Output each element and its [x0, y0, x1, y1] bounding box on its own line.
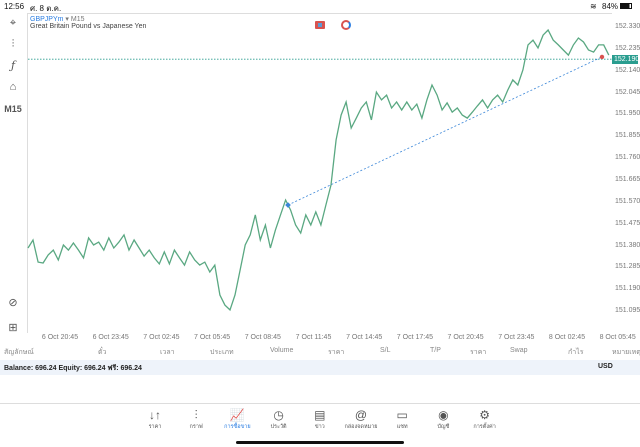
column-header[interactable]: ราคา — [328, 349, 345, 356]
tab-icon: 📈 — [229, 408, 245, 422]
add-icon[interactable]: ⊞ — [8, 322, 18, 334]
x-tick-label: 7 Oct 02:45 — [143, 334, 180, 341]
x-tick-label: 7 Oct 08:45 — [244, 334, 281, 341]
one-click-trading-icon[interactable] — [315, 21, 325, 29]
battery-level: 84% — [602, 2, 619, 11]
tab-label: ข่าว — [314, 424, 325, 430]
tab-icon: ⫶ — [194, 408, 198, 422]
tab-6[interactable]: ▭ แชท — [382, 407, 422, 431]
home-indicator — [236, 441, 404, 444]
tab-label: การซื้อขาย — [224, 424, 251, 430]
tab-2[interactable]: 📈 การซื้อขาย — [217, 407, 257, 431]
y-tick-label: 151.665 — [615, 175, 640, 183]
tab-label: การตั้งค่า — [473, 424, 496, 430]
tab-icon: ◉ — [438, 408, 449, 422]
column-header[interactable]: กำไร — [568, 349, 584, 356]
price-line — [27, 28, 610, 312]
column-header[interactable]: ตั๋ว — [98, 349, 107, 356]
tab-label: ประวัติ — [270, 424, 287, 430]
column-header[interactable]: T/P — [430, 347, 441, 354]
x-tick-label: 8 Oct 02:45 — [548, 334, 586, 341]
x-tick-label: 7 Oct 20:45 — [447, 334, 484, 341]
status-time: 12:56 — [4, 2, 25, 11]
tab-3[interactable]: ◷ ประวัติ — [259, 407, 299, 431]
y-tick-label: 151.190 — [615, 285, 640, 293]
tab-5[interactable]: @ กล่องจดหมาย — [341, 407, 381, 431]
y-tick-label: 152.330 — [615, 23, 640, 30]
trend-end-handle — [599, 54, 605, 60]
tab-label: กราฟ — [189, 424, 203, 430]
tab-label: กล่องจดหมาย — [344, 424, 378, 430]
symbol-description: Great Britain Pound vs Japanese Yen — [30, 23, 147, 30]
tab-icon: ↓↑ — [149, 408, 161, 422]
column-header[interactable]: S/L — [380, 347, 391, 354]
y-tick-label: 151.855 — [615, 132, 640, 140]
tab-0[interactable]: ↓↑ ราคา — [135, 407, 175, 431]
status-date: ศ. 8 ต.ค. — [30, 4, 62, 13]
indicators-icon[interactable]: ⫶ — [11, 38, 15, 50]
shapes-icon[interactable]: ⌂ — [9, 81, 17, 93]
y-tick-label: 151.950 — [615, 110, 640, 118]
column-header[interactable]: ประเภท — [210, 349, 234, 356]
column-header[interactable]: Volume — [270, 347, 294, 354]
y-tick-label: 152.045 — [615, 88, 640, 96]
x-tick-label: 6 Oct 23:45 — [92, 334, 129, 341]
tab-label: บัญชี — [437, 424, 450, 430]
y-tick-label: 151.285 — [615, 263, 640, 271]
y-tick-label: 151.570 — [615, 197, 640, 205]
x-tick-label: 7 Oct 14:45 — [346, 334, 383, 341]
y-tick-label: 152.140 — [615, 66, 640, 74]
column-header[interactable]: เวลา — [160, 349, 175, 356]
column-header[interactable]: Swap — [510, 347, 528, 354]
timeframe-button[interactable]: M15 — [4, 104, 22, 114]
y-tick-label: 151.095 — [615, 307, 640, 315]
current-price-tag: 152.190 — [612, 55, 640, 64]
price-chart — [27, 28, 612, 312]
bottom-tab-bar — [0, 403, 640, 447]
tab-7[interactable]: ◉ บัญชี — [423, 407, 463, 431]
x-tick-label: 7 Oct 23:45 — [498, 334, 535, 341]
tab-4[interactable]: ▤ ข่าว — [300, 407, 340, 431]
trend-line — [287, 56, 603, 206]
chart-timeframe: M15 — [70, 16, 85, 23]
tab-label: ราคา — [148, 424, 162, 430]
tab-1[interactable]: ⫶ กราฟ — [176, 407, 216, 431]
signal-icon[interactable] — [341, 20, 351, 30]
chart-symbol[interactable]: GBPJPYm ▾ M15 — [30, 16, 85, 23]
y-tick-label: 151.380 — [615, 241, 640, 249]
chart-area[interactable] — [27, 13, 612, 333]
balance-bar: Balance: 696.24 Equity: 696.24 ฟรี: 696.… — [0, 360, 640, 375]
column-header[interactable]: สัญลักษณ์ — [4, 349, 34, 356]
wifi-icon: ≋ — [590, 2, 597, 11]
trend-start-handle — [285, 202, 291, 208]
y-tick-label: 152.235 — [615, 44, 640, 52]
x-tick-label: 7 Oct 05:45 — [193, 334, 231, 341]
y-tick-label: 151.760 — [615, 154, 640, 162]
battery-icon — [620, 3, 632, 9]
function-icon[interactable]: ƒ — [10, 59, 16, 72]
zoom-icon[interactable]: ⊘ — [8, 297, 18, 309]
x-tick-label: 7 Oct 11:45 — [295, 334, 332, 341]
column-header[interactable]: ราคา — [470, 349, 487, 356]
tab-label: แชท — [396, 424, 408, 430]
x-tick-label: 6 Oct 20:45 — [41, 334, 79, 341]
y-tick-label: 151.475 — [615, 219, 640, 227]
x-tick-label: 8 Oct 05:45 — [599, 334, 636, 341]
crosshair-icon[interactable]: ⌖ — [9, 17, 17, 29]
column-header[interactable]: หมายเหตุ — [612, 349, 640, 356]
tab-8[interactable]: ⚙ การตั้งค่า — [465, 407, 505, 431]
x-tick-label: 7 Oct 17:45 — [396, 334, 433, 341]
tab-icon: ⚙ — [479, 408, 490, 422]
balance-text: Balance: 696.24 Equity: 696.24 ฟรี: 696.… — [4, 365, 142, 372]
tab-icon: ▭ — [396, 408, 408, 422]
tab-icon: ▤ — [314, 408, 326, 422]
currency: USD — [598, 363, 613, 370]
status-bar: 12:56 ศ. 8 ต.ค. ≋ 84% — [0, 0, 640, 13]
symbol: GBPJPYm — [30, 16, 64, 23]
tab-icon: @ — [354, 408, 368, 422]
tab-icon: ◷ — [273, 408, 284, 422]
